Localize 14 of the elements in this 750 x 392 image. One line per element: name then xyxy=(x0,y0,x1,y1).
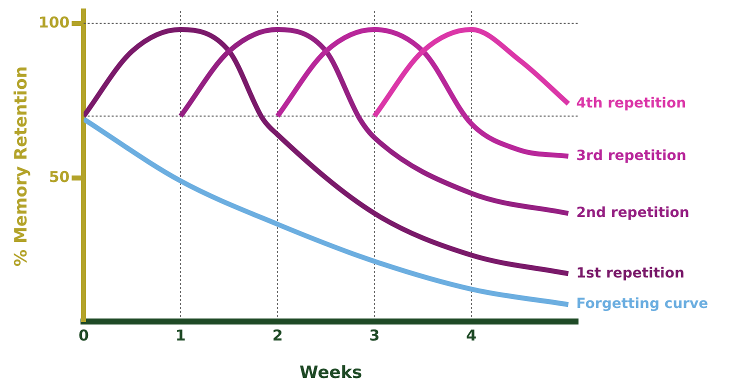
x-tick-label: 0 xyxy=(78,326,89,344)
y-tick-label: 100 xyxy=(38,13,70,32)
x-tick-label: 1 xyxy=(175,326,186,344)
series-label: 1st repetition xyxy=(576,265,684,282)
series-label: 3rd repetition xyxy=(576,148,686,164)
x-tick-label: 2 xyxy=(272,326,283,344)
x-axis-title: Weeks xyxy=(300,363,362,384)
x-tick-label: 3 xyxy=(369,326,380,344)
series-label: 2nd repetition xyxy=(576,205,690,222)
y-tick-label: 50 xyxy=(48,168,70,186)
y-axis-title: % Memory Retention xyxy=(12,66,32,266)
series-label: Forgetting curve xyxy=(576,296,708,312)
x-tick-label: 4 xyxy=(466,326,477,344)
series-label: 4th repetition xyxy=(576,95,686,112)
